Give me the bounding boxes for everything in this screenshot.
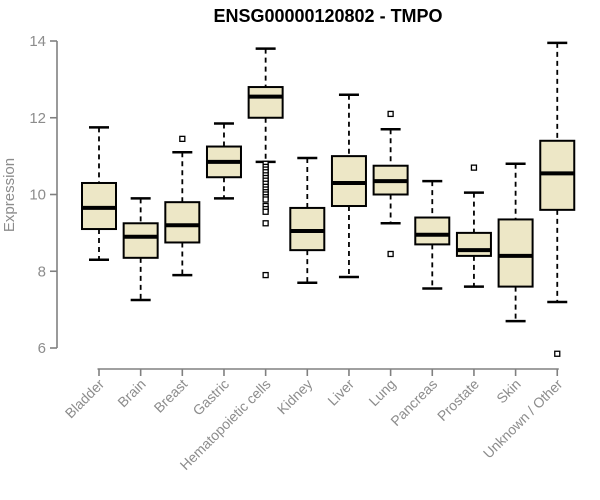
outlier-point (554, 350, 561, 357)
y-tick-label: 12 (29, 110, 46, 127)
x-tick-label-brain: Brain (114, 376, 148, 410)
y-axis-label: Expression (1, 158, 18, 232)
box-gastric (205, 122, 242, 200)
y-tick-label: 8 (38, 263, 46, 280)
box-breast (164, 135, 201, 277)
iqr-box (455, 231, 492, 257)
x-tick-label-unknown-other: Unknown / Other (480, 376, 566, 462)
iqr-box (247, 86, 284, 119)
outlier-point (262, 271, 269, 279)
boxplot-series (81, 41, 576, 357)
x-tick-label-bladder: Bladder (62, 376, 108, 422)
box-hematopoietic-cells (247, 47, 284, 279)
x-tick-label-prostate: Prostate (434, 376, 482, 424)
chart-title: ENSG00000120802 - TMPO (213, 6, 442, 26)
iqr-box (414, 216, 451, 246)
outlier-point (262, 196, 269, 203)
y-tick-label: 14 (29, 33, 46, 50)
iqr-box (122, 222, 159, 259)
box-brain (122, 197, 159, 302)
box-prostate (455, 164, 492, 288)
box-liver (330, 93, 367, 279)
y-tick-label: 10 (29, 187, 46, 204)
outlier-point (387, 250, 394, 258)
y-tick-label: 6 (38, 340, 46, 357)
box-pancreas (414, 179, 451, 290)
box-bladder (81, 126, 117, 261)
outlier-point (470, 164, 478, 171)
outlier-point (179, 135, 186, 143)
box-lung (372, 110, 409, 258)
iqr-box (164, 201, 201, 244)
box-unknown-other (539, 41, 576, 357)
iqr-box (497, 218, 534, 288)
outlier-point (262, 208, 269, 215)
x-tick-label-kidney: Kidney (274, 376, 316, 418)
x-tick-label-skin: Skin (493, 376, 524, 407)
x-tick-label-breast: Breast (151, 376, 191, 416)
x-tick-label-lung: Lung (365, 376, 398, 409)
box-skin (497, 162, 534, 323)
x-tick-label-liver: Liver (324, 376, 357, 409)
y-axis: 6 8 10 12 14 (29, 33, 58, 357)
outlier-point (387, 110, 394, 118)
box-kidney (289, 156, 326, 285)
outlier-point (262, 220, 269, 227)
